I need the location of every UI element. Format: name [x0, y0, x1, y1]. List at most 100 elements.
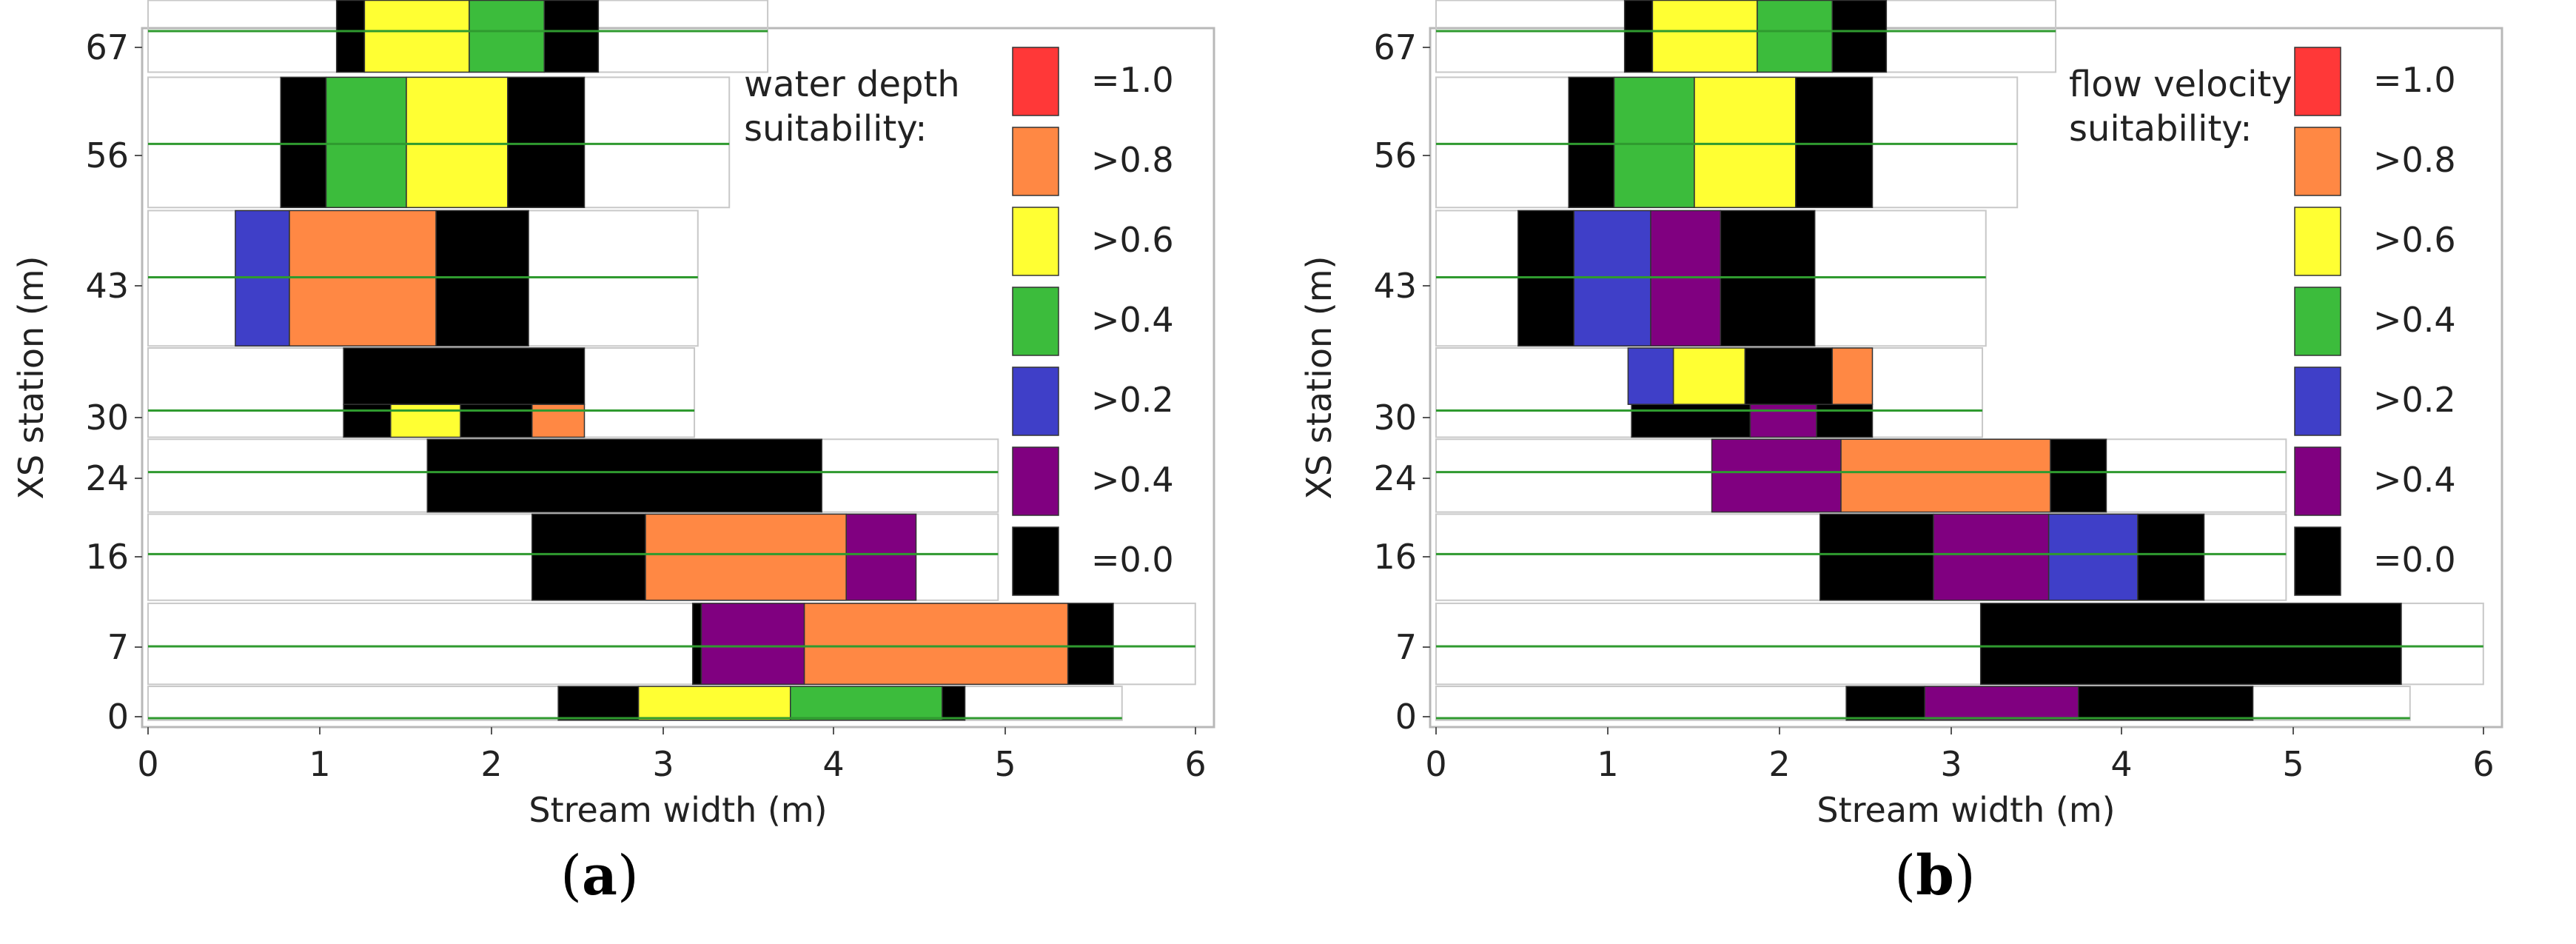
cell-24-0	[1711, 438, 1842, 513]
x-axis-label: Stream width (m)	[1817, 790, 2115, 830]
cell-30-3	[460, 404, 533, 438]
transect-7	[1435, 602, 2484, 686]
panel-a: 0 1 2 3 4 5 6 0 7 16 24 30 43 56 67 Stream width (m) XS …	[11, 0, 1215, 908]
cell-0-1	[1924, 686, 2079, 721]
y-tick-label: 24	[1373, 458, 1417, 498]
panel-a-label: (a)	[560, 844, 639, 908]
legend-swatch	[1012, 207, 1059, 276]
legend-swatch	[1012, 526, 1059, 596]
x-tick-label: 3	[1940, 744, 1962, 784]
cell-30-6	[1816, 404, 1874, 438]
y-tick-label: 67	[85, 27, 129, 67]
x-tick-label: 5	[994, 744, 1016, 784]
transect-24	[147, 438, 999, 513]
cell-7-2	[803, 603, 1069, 686]
legend-swatch	[1012, 287, 1059, 356]
y-tick-label: 43	[85, 266, 129, 306]
legend-label: >0.4	[1091, 300, 1174, 340]
legend-title: suitability:	[744, 108, 927, 150]
x-axis-label: Stream width (m)	[529, 790, 827, 830]
y-tick-label: 0	[1395, 697, 1417, 737]
legend-swatch	[2294, 446, 2341, 516]
x-tick-label: 1	[309, 744, 330, 784]
cell-67-2	[1757, 0, 1834, 73]
legend-title: flow velocity	[2069, 64, 2292, 105]
cell-0-2	[2077, 686, 2254, 721]
cell-56-3	[506, 76, 586, 209]
legend-label: =1.0	[2373, 60, 2456, 100]
transect-67	[1435, 0, 2057, 73]
legend-label: =0.0	[1091, 540, 1174, 580]
y-tick-label: 30	[85, 398, 129, 438]
legend-swatch	[2294, 526, 2341, 596]
transect-0	[147, 686, 1123, 721]
legend-label: =1.0	[1091, 60, 1174, 100]
transect-16	[1435, 513, 2287, 601]
cell-7-1	[700, 603, 805, 686]
cell-24-2	[2050, 438, 2107, 513]
x-tick-label: 0	[137, 744, 158, 784]
legend-label: >0.2	[1091, 380, 1174, 420]
legend-label: >0.8	[1091, 140, 1174, 180]
transect-7	[147, 602, 1196, 686]
x-tick-label: 4	[2110, 744, 2132, 784]
cell-56-2	[406, 76, 509, 209]
cell-24-0	[426, 438, 822, 513]
legend-label: >0.2	[2373, 380, 2456, 420]
cell-56-1	[325, 76, 407, 209]
cell-16-3	[2137, 513, 2205, 601]
cell-16-0	[1819, 513, 1934, 601]
cell-30-4	[1631, 404, 1751, 438]
legend-swatch	[1012, 47, 1059, 116]
plot-frame	[141, 27, 1215, 729]
legend-label: >0.4	[1091, 460, 1174, 500]
y-axis-label: XS station (m)	[1299, 256, 1339, 500]
y-tick-label: 56	[1373, 135, 1417, 175]
cell-30-1	[343, 404, 392, 438]
transect-43	[147, 210, 699, 347]
y-tick-label: 7	[1395, 627, 1417, 667]
x-tick-label: 6	[1184, 744, 1206, 784]
y-tick-label: 43	[1373, 266, 1417, 306]
cell-30-2	[1744, 347, 1834, 405]
transect-0	[1435, 686, 2411, 721]
x-tick-label: 3	[652, 744, 674, 784]
transect-outline	[1435, 602, 2484, 686]
x-tick-label: 5	[2282, 744, 2304, 784]
cell-67-1	[1651, 0, 1758, 73]
transect-outline	[147, 602, 1196, 686]
legend-label: >0.6	[2373, 220, 2456, 260]
cell-56-0	[1568, 76, 1615, 209]
cell-67-0	[335, 0, 366, 73]
cell-30-5	[1749, 404, 1817, 438]
legend-swatch	[2294, 47, 2341, 116]
cell-56-2	[1694, 76, 1797, 209]
y-tick-label: 67	[1373, 27, 1417, 67]
x-tick-label: 6	[2472, 744, 2494, 784]
cell-30-0	[343, 347, 586, 405]
transect-67	[147, 0, 769, 73]
transect-30	[147, 347, 696, 438]
legend-label: =0.0	[2373, 540, 2456, 580]
cell-30-1	[1672, 347, 1746, 405]
y-tick-label: 30	[1373, 398, 1417, 438]
cell-30-3	[1831, 347, 1874, 405]
legend-swatch	[1012, 127, 1059, 196]
y-tick-label: 16	[1373, 537, 1417, 577]
cell-16-1	[1933, 513, 2050, 601]
cell-16-0	[531, 513, 646, 601]
x-tick-label: 4	[822, 744, 844, 784]
transect-56	[147, 76, 731, 209]
cell-67-3	[1831, 0, 1888, 73]
cell-67-2	[469, 0, 546, 73]
panel-b-label: (b)	[1894, 844, 1976, 908]
legend-swatch	[2294, 207, 2341, 276]
transect-16	[147, 513, 999, 601]
legend-swatch	[2294, 127, 2341, 196]
cell-16-2	[2047, 513, 2139, 601]
cell-30-0	[1627, 347, 1674, 405]
transect-43	[1435, 210, 1987, 347]
cell-7-3	[1067, 603, 1114, 686]
cell-56-1	[1613, 76, 1695, 209]
